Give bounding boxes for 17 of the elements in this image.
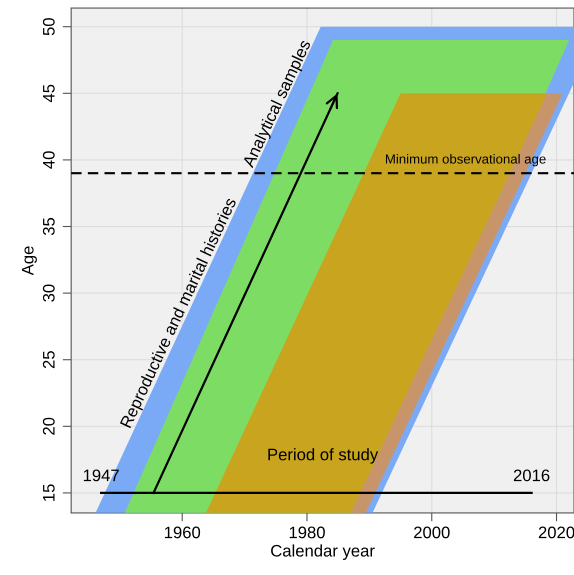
x-tick-label: 1960 xyxy=(164,526,200,538)
y-tick-label: 15 xyxy=(43,484,55,501)
annotation: 1947 xyxy=(84,469,119,482)
y-tick-label: 20 xyxy=(42,418,55,435)
y-tick-label: 25 xyxy=(42,351,55,368)
y-tick-label: 30 xyxy=(42,284,55,302)
x-tick-label: 2020 xyxy=(538,526,574,538)
x-tick-label: 2000 xyxy=(414,526,450,538)
y-tick-label: 35 xyxy=(42,218,55,236)
y-tick-label: 40 xyxy=(42,151,55,169)
x-axis-title: Calendar year xyxy=(271,544,375,560)
y-tick-label: 50 xyxy=(42,18,55,36)
annotation: 2016 xyxy=(514,469,550,482)
y-tick-label: 45 xyxy=(43,84,55,102)
annotation: Period of study xyxy=(268,448,378,464)
x-tick-label: 1980 xyxy=(290,526,325,538)
y-axis-title: Age xyxy=(22,246,37,276)
